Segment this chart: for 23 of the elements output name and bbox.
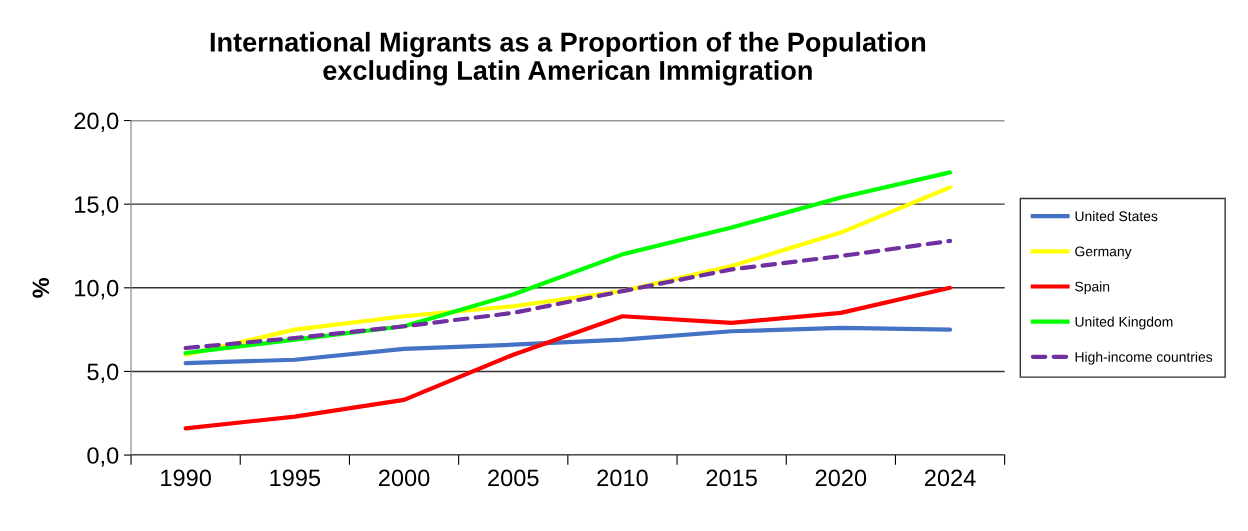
legend-label: Germany bbox=[1075, 246, 1132, 260]
legend-label: Spain bbox=[1075, 281, 1110, 295]
x-tick-label: 2020 bbox=[815, 469, 867, 487]
line-series bbox=[183, 238, 953, 351]
legend-label: High-income countries bbox=[1075, 351, 1213, 365]
y-tick-label: 0,0 bbox=[87, 447, 119, 467]
legend-label: United States bbox=[1075, 210, 1158, 222]
x-tick-label: 1995 bbox=[270, 469, 321, 487]
legend-label: United Kingdom bbox=[1075, 316, 1173, 330]
y-tick-label: 5,0 bbox=[87, 363, 119, 384]
x-tick-label: 2015 bbox=[706, 469, 757, 487]
chart-title: International Migrants as a Proportion of the Population excluding Latin American Immigration bbox=[210, 31, 926, 86]
y-axis-title: % bbox=[32, 277, 50, 298]
x-tick-label: 2010 bbox=[597, 469, 648, 487]
x-tick-label: 2024 bbox=[924, 469, 976, 487]
x-tick-label: 2000 bbox=[378, 469, 430, 487]
line-series bbox=[183, 325, 953, 366]
y-tick-label: 20,0 bbox=[74, 112, 119, 133]
y-tick-label: 15,0 bbox=[75, 196, 119, 216]
x-tick-label: 1990 bbox=[161, 469, 211, 487]
x-tick-label: 2005 bbox=[488, 469, 539, 487]
line-series bbox=[183, 285, 953, 431]
y-tick-label: 10,0 bbox=[75, 279, 119, 300]
